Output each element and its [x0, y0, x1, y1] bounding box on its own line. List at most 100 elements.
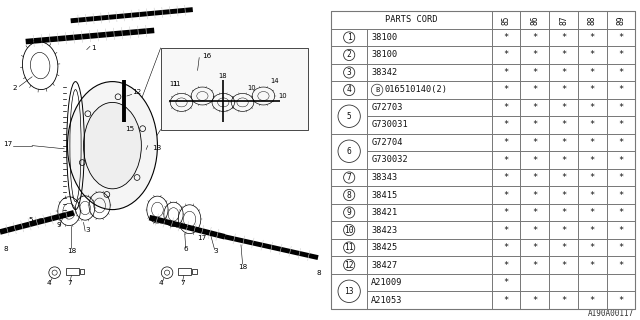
Text: 15: 15 [125, 126, 134, 132]
Bar [367, 29, 492, 46]
Text: 6: 6 [183, 246, 188, 252]
Text: *: * [561, 33, 566, 42]
Bar [367, 64, 492, 81]
Text: 3: 3 [347, 68, 351, 77]
Text: *: * [532, 260, 538, 269]
Text: 10: 10 [278, 92, 287, 99]
Text: *: * [561, 173, 566, 182]
Text: 4: 4 [47, 280, 51, 286]
Bar [607, 186, 636, 204]
Bar [520, 11, 549, 29]
Bar [492, 274, 520, 291]
Bar [578, 29, 607, 46]
Bar [492, 169, 520, 186]
Bar [549, 169, 578, 186]
Bar [607, 99, 636, 116]
Text: *: * [618, 121, 623, 130]
Bar [367, 169, 492, 186]
Bar [520, 204, 549, 221]
Bar [578, 116, 607, 134]
Bar [520, 256, 549, 274]
Text: *: * [618, 68, 623, 77]
Text: 3: 3 [214, 248, 218, 254]
Text: *: * [561, 226, 566, 235]
Text: *: * [532, 85, 538, 94]
Text: G730032: G730032 [371, 156, 408, 164]
Bar [607, 81, 636, 99]
Text: *: * [504, 243, 509, 252]
Bar [492, 29, 520, 46]
Text: *: * [532, 173, 538, 182]
Text: *: * [618, 243, 623, 252]
Text: 4: 4 [347, 85, 351, 94]
Text: 38423: 38423 [371, 226, 397, 235]
Text: *: * [618, 208, 623, 217]
Bar [549, 29, 578, 46]
Bar [549, 134, 578, 151]
Text: *: * [589, 173, 595, 182]
Bar [331, 186, 367, 204]
Text: *: * [589, 243, 595, 252]
Bar [549, 239, 578, 256]
Text: 38421: 38421 [371, 208, 397, 217]
Text: *: * [618, 296, 623, 305]
Text: *: * [532, 68, 538, 77]
Text: 38425: 38425 [371, 243, 397, 252]
Text: 38100: 38100 [371, 51, 397, 60]
Text: *: * [589, 156, 595, 164]
Bar [549, 46, 578, 64]
Bar [66, 268, 79, 275]
Bar [367, 221, 492, 239]
Bar [607, 274, 636, 291]
Bar [578, 169, 607, 186]
Ellipse shape [67, 82, 157, 210]
Text: 8: 8 [316, 270, 321, 276]
Bar [520, 291, 549, 309]
Bar [492, 291, 520, 309]
Bar [179, 268, 191, 275]
Text: 38415: 38415 [371, 190, 397, 199]
Text: *: * [589, 121, 595, 130]
Text: *: * [504, 226, 509, 235]
Bar [549, 221, 578, 239]
Text: 2: 2 [347, 51, 351, 60]
Text: *: * [532, 138, 538, 147]
Bar [492, 256, 520, 274]
Bar [331, 99, 367, 134]
Bar [161, 48, 308, 130]
Bar [331, 64, 367, 81]
Text: 6: 6 [347, 147, 351, 156]
Bar [520, 151, 549, 169]
Text: 89: 89 [616, 15, 625, 25]
Text: *: * [504, 138, 509, 147]
Text: *: * [589, 138, 595, 147]
Bar [578, 204, 607, 221]
Text: *: * [504, 260, 509, 269]
Text: *: * [561, 121, 566, 130]
Bar [549, 291, 578, 309]
Bar [331, 134, 367, 169]
Bar [607, 116, 636, 134]
Text: *: * [504, 296, 509, 305]
Bar [578, 239, 607, 256]
Bar [607, 11, 636, 29]
Text: 16: 16 [202, 52, 212, 59]
Bar [607, 291, 636, 309]
Text: 7: 7 [347, 173, 351, 182]
Bar [367, 256, 492, 274]
Bar [520, 169, 549, 186]
Text: *: * [532, 190, 538, 199]
Text: *: * [618, 138, 623, 147]
Bar [492, 64, 520, 81]
Text: 86: 86 [531, 15, 540, 25]
Text: 87: 87 [559, 15, 568, 25]
Text: *: * [532, 243, 538, 252]
Bar [578, 46, 607, 64]
Bar [331, 46, 367, 64]
Text: *: * [561, 51, 566, 60]
Text: *: * [561, 85, 566, 94]
Text: 18: 18 [67, 248, 77, 254]
Text: *: * [561, 156, 566, 164]
Bar [331, 11, 492, 29]
Bar [549, 186, 578, 204]
